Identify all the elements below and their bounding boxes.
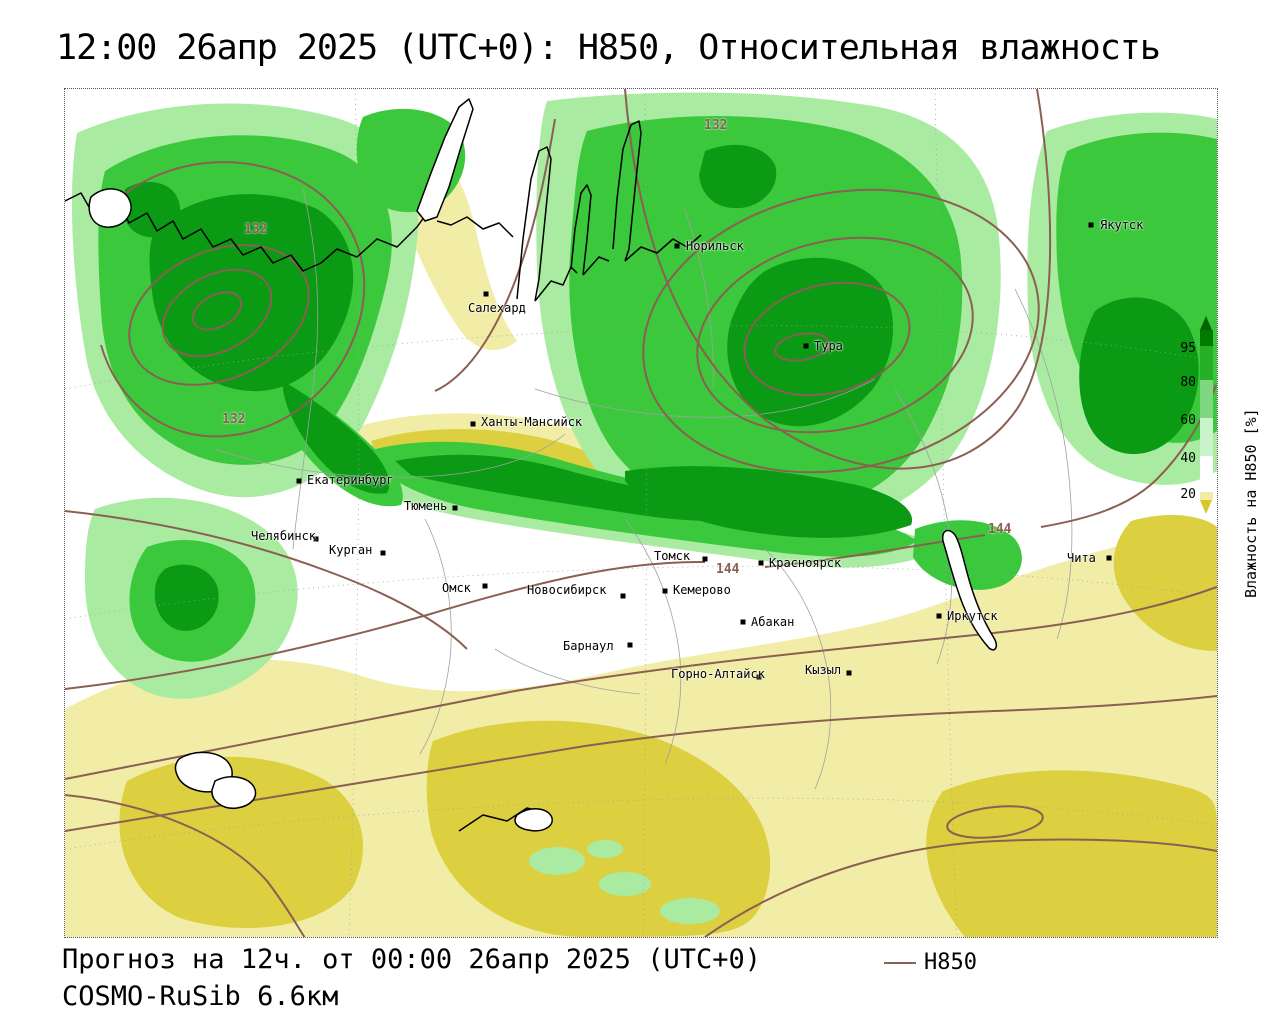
colorbar-tick: 95	[1180, 341, 1196, 356]
humidity-map	[64, 88, 1218, 938]
page-title: 12:00 26апр 2025 (UTC+0): H850, Относите…	[56, 28, 1161, 68]
h850-legend: H850	[884, 950, 977, 975]
colorbar: 95 80 60 40 20	[1170, 316, 1270, 526]
colorbar-bar	[1200, 316, 1213, 514]
h850-legend-label: H850	[924, 950, 977, 975]
colorbar-tick: 80	[1180, 375, 1196, 390]
forecast-info-line: Прогноз на 12ч. от 00:00 26апр 2025 (UTC…	[62, 944, 761, 975]
colorbar-arrow-down	[1200, 500, 1212, 514]
h850-contour-line-sample	[884, 961, 916, 964]
colorbar-tick: 40	[1180, 451, 1196, 466]
colorbar-segment	[1200, 330, 1213, 346]
colorbar-arrow-up	[1200, 316, 1212, 330]
map-graphic	[65, 89, 1217, 937]
colorbar-tick: 20	[1180, 487, 1196, 502]
colorbar-title: Влажность на H850 [%]	[1242, 408, 1260, 598]
colorbar-segment	[1200, 380, 1213, 418]
colorbar-segment	[1200, 456, 1213, 492]
colorbar-segment	[1200, 346, 1213, 380]
colorbar-segment	[1200, 492, 1213, 500]
colorbar-tick: 60	[1180, 413, 1196, 428]
colorbar-segment	[1200, 418, 1213, 456]
model-info-line: COSMO-RuSib 6.6км	[62, 981, 339, 1012]
